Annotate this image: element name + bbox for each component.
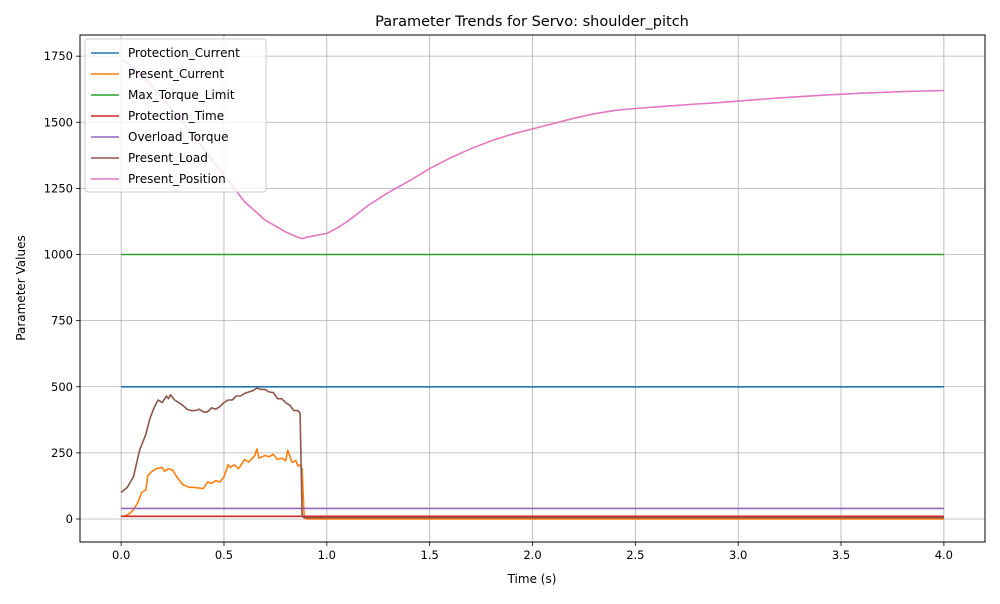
legend-label: Present_Position xyxy=(128,172,226,186)
y-tick-label: 500 xyxy=(51,380,73,394)
y-tick-label: 1500 xyxy=(44,115,73,129)
x-tick-label: 0.0 xyxy=(112,548,130,562)
x-tick-label: 1.0 xyxy=(318,548,336,562)
legend-label: Present_Current xyxy=(128,67,224,81)
y-tick-label: 0 xyxy=(66,512,73,526)
y-tick-label: 1250 xyxy=(44,181,73,195)
legend-label: Overload_Torque xyxy=(128,130,228,144)
y-tick-label: 750 xyxy=(51,314,73,328)
legend-label: Protection_Time xyxy=(128,109,224,123)
legend-label: Max_Torque_Limit xyxy=(128,88,235,102)
x-tick-label: 2.0 xyxy=(523,548,541,562)
x-axis-label: Time (s) xyxy=(507,572,557,586)
legend-label: Present_Load xyxy=(128,151,208,165)
series-line-present-position xyxy=(120,58,944,240)
y-axis-label: Parameter Values xyxy=(14,235,28,340)
series-line-present-load xyxy=(120,387,944,519)
y-tick-label: 1000 xyxy=(44,248,73,262)
legend: Protection_Current Present_Current Max_Tor… xyxy=(84,38,267,193)
x-tick-label: 3.0 xyxy=(729,548,747,562)
x-tick-label: 2.5 xyxy=(626,548,644,562)
y-tick-label: 1750 xyxy=(44,49,73,63)
axis-ticks: 0.0 0.5 1.0 1.5 2.0 2.5 3.0 3.5 4.0 0 250 500 750 100… xyxy=(44,49,953,562)
x-tick-label: 3.5 xyxy=(832,548,850,562)
series-line-present-current xyxy=(121,448,944,520)
y-tick-label: 250 xyxy=(51,446,73,460)
series-lines xyxy=(120,58,944,520)
x-tick-label: 0.5 xyxy=(215,548,233,562)
legend-box xyxy=(84,38,267,193)
chart-title: Parameter Trends for Servo: shoulder_pit… xyxy=(375,14,689,30)
x-tick-label: 1.5 xyxy=(421,548,439,562)
legend-label: Protection_Current xyxy=(128,46,240,60)
x-tick-label: 4.0 xyxy=(935,548,953,562)
